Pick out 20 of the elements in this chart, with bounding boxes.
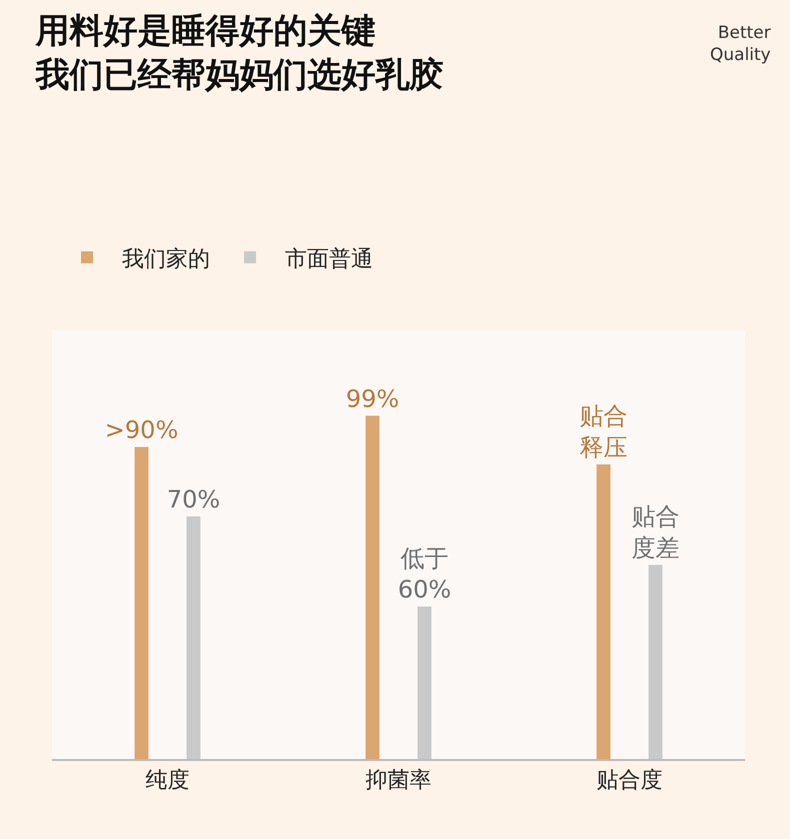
bar (596, 464, 610, 759)
bar (366, 416, 380, 759)
bar (418, 606, 432, 759)
bar (648, 564, 662, 759)
data-label: 99% (346, 384, 400, 413)
x-tick-label: 抑菌率 (366, 768, 432, 794)
data-label: 贴合度差 (631, 502, 680, 562)
x-tick-label: 纯度 (146, 768, 190, 794)
x-tick-label: 贴合度 (596, 768, 662, 794)
data-label: 低于60% (398, 544, 452, 604)
chart-title: 用料好是睡得好的关键 (34, 10, 376, 51)
data-label: 70% (166, 485, 220, 514)
data-label: 贴合释压 (580, 402, 628, 462)
legend-label: 我们家的 (122, 246, 210, 272)
legend-label: 市面普通 (285, 246, 373, 272)
bar (134, 447, 148, 759)
bar (186, 516, 200, 759)
data-label: >90% (104, 416, 178, 444)
text: Better Quality (710, 23, 771, 66)
chart-subtitle: 我们已经帮妈妈们选好乳胶 (34, 55, 444, 96)
